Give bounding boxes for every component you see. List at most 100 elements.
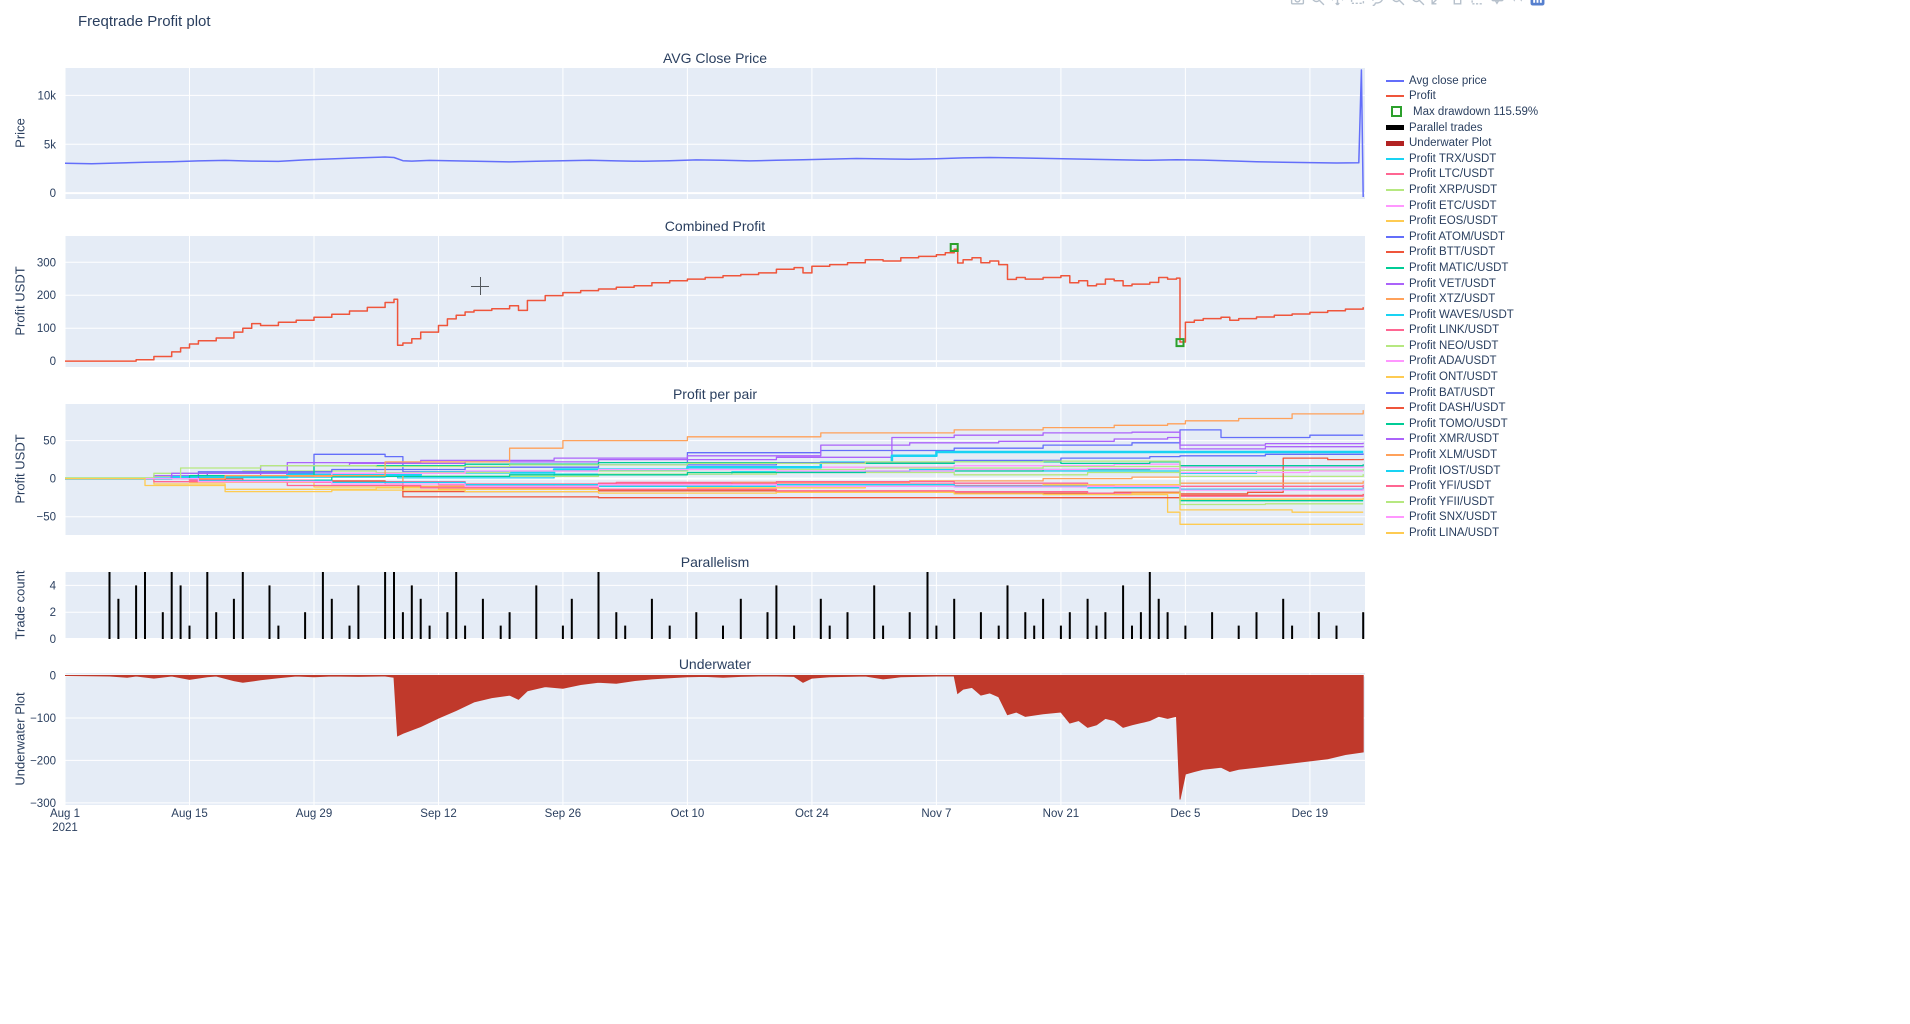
parallel-trades-bar (481, 598, 484, 639)
x-tick-label: Nov 7 (921, 808, 952, 820)
legend-item-profit-lina-usdt[interactable]: Profit LINA/USDT (1386, 525, 1538, 541)
legend-swatch-line (1386, 282, 1404, 285)
subplot-underwater[interactable]: 0 −100 −200 −300 (30, 671, 1365, 810)
y-tick-label: 300 (37, 257, 56, 269)
subplot-profit-per-pair[interactable]: −50 0 50 (36, 404, 1365, 535)
legend-swatch-line (1386, 454, 1404, 457)
parallel-trades-bar (1255, 612, 1258, 639)
zoom-out-icon[interactable] (1410, 0, 1427, 10)
legend-label: Profit TOMO/USDT (1409, 417, 1508, 430)
legend-swatch-line (1386, 329, 1404, 332)
legend-swatch-line (1386, 532, 1404, 535)
zoom-in-icon[interactable] (1390, 0, 1407, 10)
y-tick-label: −50 (36, 512, 56, 524)
legend-swatch-line (1386, 516, 1404, 519)
legend-item-profit-ltc-usdt[interactable]: Profit LTC/USDT (1386, 167, 1538, 183)
legend-item-profit[interactable]: Profit (1386, 89, 1538, 105)
series-profit-xlm-usdt (65, 410, 1364, 480)
legend-label: Profit YFI/USDT (1409, 480, 1492, 493)
hover-compare-icon[interactable] (1510, 0, 1527, 10)
y-tick-label: −300 (30, 798, 56, 810)
legend-item-profit-bat-usdt[interactable]: Profit BAT/USDT (1386, 385, 1538, 401)
legend-item-profit-link-usdt[interactable]: Profit LINK/USDT (1386, 323, 1538, 339)
parallel-trades-bar (215, 612, 218, 639)
legend-item-profit-tomo-usdt[interactable]: Profit TOMO/USDT (1386, 416, 1538, 432)
parallel-trades-bar (739, 598, 742, 639)
legend-label: Profit TRX/USDT (1409, 152, 1497, 165)
legend-item-parallel-trades[interactable]: Parallel trades (1386, 120, 1538, 136)
parallel-trades-bar (1211, 612, 1214, 639)
legend-item-profit-yfi-usdt[interactable]: Profit YFI/USDT (1386, 478, 1538, 494)
zoom-icon[interactable] (1310, 0, 1327, 10)
y-tick-label: 4 (50, 580, 57, 592)
parallel-trades-bar (161, 612, 164, 639)
box-select-icon[interactable] (1350, 0, 1367, 10)
legend-item-profit-ont-usdt[interactable]: Profit ONT/USDT (1386, 369, 1538, 385)
parallel-trades-bar (570, 598, 573, 639)
x-tick-label: Aug 15 (171, 808, 208, 820)
parallel-trades-bar (1335, 625, 1338, 639)
parallel-trades-bar (144, 572, 146, 639)
legend-item-profit-xtz-usdt[interactable]: Profit XTZ/USDT (1386, 291, 1538, 307)
legend-item-profit-xrp-usdt[interactable]: Profit XRP/USDT (1386, 182, 1538, 198)
legend-item-profit-xmr-usdt[interactable]: Profit XMR/USDT (1386, 432, 1538, 448)
hover-closest-icon[interactable] (1490, 0, 1507, 10)
legend-swatch-line (1386, 344, 1404, 347)
legend-item-profit-xlm-usdt[interactable]: Profit XLM/USDT (1386, 447, 1538, 463)
parallel-trades-bar (321, 572, 324, 639)
parallel-trades-bar (1166, 612, 1169, 639)
legend-item-profit-atom-usdt[interactable]: Profit ATOM/USDT (1386, 229, 1538, 245)
page-title: Freqtrade Profit plot (78, 13, 211, 30)
subplot-parallelism[interactable]: 0 2 4 (50, 572, 1365, 646)
legend-item-profit-eos-usdt[interactable]: Profit EOS/USDT (1386, 213, 1538, 229)
legend-label: Profit ATOM/USDT (1409, 230, 1506, 243)
legend-item-max-drawdown-115-59-[interactable]: Max drawdown 115.59% (1386, 104, 1538, 120)
legend-item-avg-close-price[interactable]: Avg close price (1386, 73, 1538, 89)
y-tick-label: −100 (30, 713, 56, 725)
legend-swatch-line (1386, 438, 1404, 441)
legend-item-profit-matic-usdt[interactable]: Profit MATIC/USDT (1386, 260, 1538, 276)
legend-label: Profit VET/USDT (1409, 277, 1496, 290)
legend-item-underwater-plot[interactable]: Underwater Plot (1386, 135, 1538, 151)
camera-icon[interactable] (1290, 0, 1307, 10)
legend-item-profit-etc-usdt[interactable]: Profit ETC/USDT (1386, 198, 1538, 214)
parallel-trades-bar (446, 612, 449, 639)
legend-item-profit-iost-usdt[interactable]: Profit IOST/USDT (1386, 463, 1538, 479)
pan-icon[interactable] (1330, 0, 1347, 10)
parallel-trades-bar (695, 612, 698, 639)
legend-item-profit-yfii-usdt[interactable]: Profit YFII/USDT (1386, 494, 1538, 510)
subplot-avg-close-price[interactable]: 0 5k 10k (37, 68, 1365, 200)
parallel-trades-bar (464, 625, 467, 639)
reset-axes-icon[interactable] (1450, 0, 1467, 10)
parallel-trades-bar (1362, 612, 1365, 639)
parallel-trades-bar (428, 625, 431, 639)
parallel-trades-bar (1122, 585, 1125, 639)
parallel-trades-bar (117, 598, 120, 639)
legend-item-profit-snx-usdt[interactable]: Profit SNX/USDT (1386, 510, 1538, 526)
legend-label: Profit MATIC/USDT (1409, 261, 1509, 274)
lasso-select-icon[interactable] (1370, 0, 1387, 10)
legend-item-profit-vet-usdt[interactable]: Profit VET/USDT (1386, 276, 1538, 292)
legend-label: Profit XLM/USDT (1409, 449, 1498, 462)
parallel-trades-bar (455, 572, 458, 639)
parallel-trades-bar (819, 598, 822, 639)
yaxis-label-profit-usdt-1: Profit USDT (12, 266, 28, 336)
legend-item-profit-neo-usdt[interactable]: Profit NEO/USDT (1386, 338, 1538, 354)
legend-item-profit-btt-usdt[interactable]: Profit BTT/USDT (1386, 245, 1538, 261)
x-tick-label: Sep 26 (544, 808, 582, 820)
y-tick-label: 0 (50, 634, 56, 646)
plotly-logo-icon[interactable] (1530, 0, 1547, 10)
parallel-trades-bar (926, 572, 929, 639)
legend-item-profit-ada-usdt[interactable]: Profit ADA/USDT (1386, 354, 1538, 370)
x-tick-label: Aug 29 (295, 808, 333, 820)
legend-item-profit-dash-usdt[interactable]: Profit DASH/USDT (1386, 400, 1538, 416)
subplot-combined-profit[interactable]: 0 100 200 300 (37, 236, 1365, 368)
legend-item-profit-trx-usdt[interactable]: Profit TRX/USDT (1386, 151, 1538, 167)
parallel-trades-bar (935, 625, 938, 639)
legend-swatch-line (1386, 313, 1404, 316)
toggle-spikelines-icon[interactable] (1470, 0, 1487, 10)
autoscale-icon[interactable] (1430, 0, 1447, 10)
legend-item-profit-waves-usdt[interactable]: Profit WAVES/USDT (1386, 307, 1538, 323)
y-tick-label: 0 (50, 671, 56, 683)
